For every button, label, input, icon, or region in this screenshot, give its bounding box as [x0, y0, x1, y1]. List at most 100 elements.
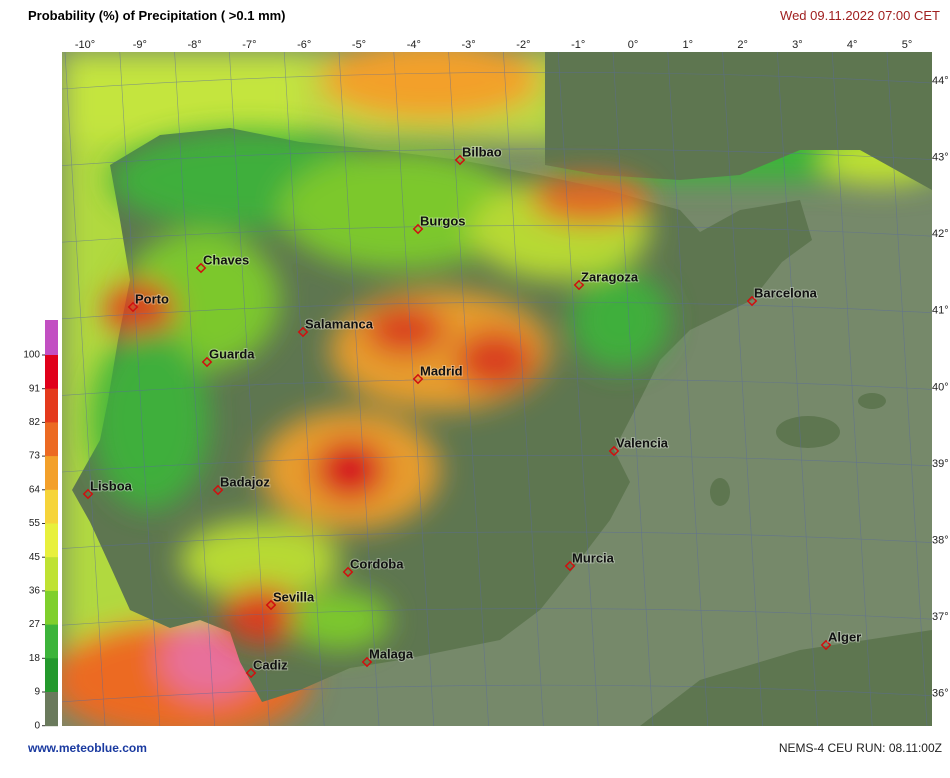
colorbar-band	[45, 388, 58, 423]
city-label: Malaga	[369, 646, 414, 661]
island	[776, 416, 840, 448]
colorbar-label: 27	[29, 619, 41, 630]
parallel	[62, 455, 932, 473]
city-label: Barcelona	[754, 285, 818, 300]
parallel	[62, 608, 932, 626]
city-marker	[82, 488, 94, 500]
longitude-label: 4°	[847, 39, 858, 51]
meridian	[393, 52, 435, 726]
longitude-label: 2°	[737, 39, 748, 51]
graticule	[62, 52, 932, 726]
city-marker	[412, 373, 424, 385]
city-marker	[195, 262, 207, 274]
parallel	[62, 684, 932, 703]
city-marker	[342, 566, 354, 578]
colorbar-band	[45, 320, 58, 355]
city-marker	[201, 356, 213, 368]
colorbar-band	[45, 355, 58, 390]
latitude-label: 40°	[932, 381, 949, 393]
longitude-label: 0°	[628, 39, 639, 51]
meridian	[174, 52, 215, 726]
colorbar-label: 36	[29, 586, 41, 597]
city-label: Salamanca	[305, 316, 374, 331]
city-label: Cordoba	[350, 556, 404, 571]
city-label: Madrid	[420, 363, 463, 378]
city-marker	[573, 279, 585, 291]
longitude-label: -1°	[571, 39, 585, 51]
colorbar-label: 9	[34, 687, 40, 698]
colorbar-label: 0	[34, 720, 40, 731]
longitude-label: 5°	[902, 39, 913, 51]
colorbar-label: 64	[29, 484, 41, 495]
island	[858, 393, 886, 409]
meridian	[831, 52, 873, 726]
longitude-label: -10°	[75, 39, 95, 51]
longitude-label: 1°	[683, 39, 694, 51]
colorbar-band	[45, 692, 58, 727]
latitude-label: 36°	[932, 688, 949, 700]
land-africa	[640, 630, 932, 726]
cities: Bilbao Burgos Chaves Porto Zaragoza Barcelona…	[82, 143, 862, 679]
latitude-label: 42°	[932, 228, 949, 240]
colorbar-band	[45, 523, 58, 558]
city-label: Porto	[135, 291, 169, 306]
longitude-label: 3°	[792, 39, 803, 51]
meridian	[722, 52, 763, 726]
colorbar-band	[45, 624, 58, 659]
longitude-labels: -10° -9° -8° -7° -6° -5° -4° -3° -2° -1° 0° 1° 2° 3° 4…	[75, 39, 912, 51]
parallel	[62, 225, 932, 243]
city-marker	[564, 560, 576, 572]
colorbar-label: 55	[29, 518, 41, 529]
colorbar-label: 91	[29, 383, 41, 394]
city-marker	[746, 295, 758, 307]
longitude-label: -4°	[407, 39, 421, 51]
site-link[interactable]: www.meteoblue.com	[27, 741, 147, 755]
city-marker	[820, 639, 832, 651]
city-label: Cadiz	[253, 657, 288, 672]
longitude-label: -5°	[352, 39, 366, 51]
city-label: Burgos	[420, 213, 466, 228]
latitude-label: 44°	[932, 75, 949, 87]
colorbar-band	[45, 590, 58, 626]
longitude-label: -2°	[516, 39, 530, 51]
parallel	[62, 531, 932, 549]
datetime: Wed 09.11.2022 07:00 CET	[780, 8, 940, 23]
meridian	[283, 52, 325, 726]
meridian	[338, 52, 380, 726]
colorbar: 100 91 82 73 64 55 45 36 27 18 9 0	[23, 320, 58, 731]
meridian	[448, 52, 489, 726]
city-marker	[297, 326, 309, 338]
city-marker	[265, 599, 277, 611]
parallel	[62, 148, 932, 166]
map-area	[62, 52, 932, 726]
model-run: NEMS-4 CEU RUN: 08.11:00Z	[779, 741, 942, 755]
meridian	[612, 52, 654, 726]
colorbar-band	[45, 658, 58, 693]
city-label: Murcia	[572, 550, 615, 565]
longitude-label: -7°	[242, 39, 256, 51]
city-label: Zaragoza	[581, 269, 639, 284]
city-marker	[412, 223, 424, 235]
city-marker	[361, 656, 373, 668]
parallel	[62, 72, 932, 90]
city-marker	[212, 484, 224, 496]
precip-land	[90, 130, 670, 650]
meridian	[64, 52, 106, 726]
latitude-label: 39°	[932, 458, 949, 470]
meridian	[229, 52, 270, 726]
land-france	[545, 52, 932, 190]
colorbar-band	[45, 456, 58, 491]
longitude-label: -3°	[462, 39, 476, 51]
colorbar-band	[45, 422, 58, 457]
meridian	[119, 52, 161, 726]
colorbar-label: 18	[29, 653, 41, 664]
city-label: Badajoz	[220, 474, 270, 489]
latitude-label: 43°	[932, 152, 949, 164]
parallel	[62, 378, 932, 396]
city-marker	[454, 154, 466, 166]
city-label: Bilbao	[462, 144, 502, 159]
colorbar-band	[45, 557, 58, 592]
city-marker	[127, 301, 139, 313]
longitude-label: -9°	[133, 39, 147, 51]
